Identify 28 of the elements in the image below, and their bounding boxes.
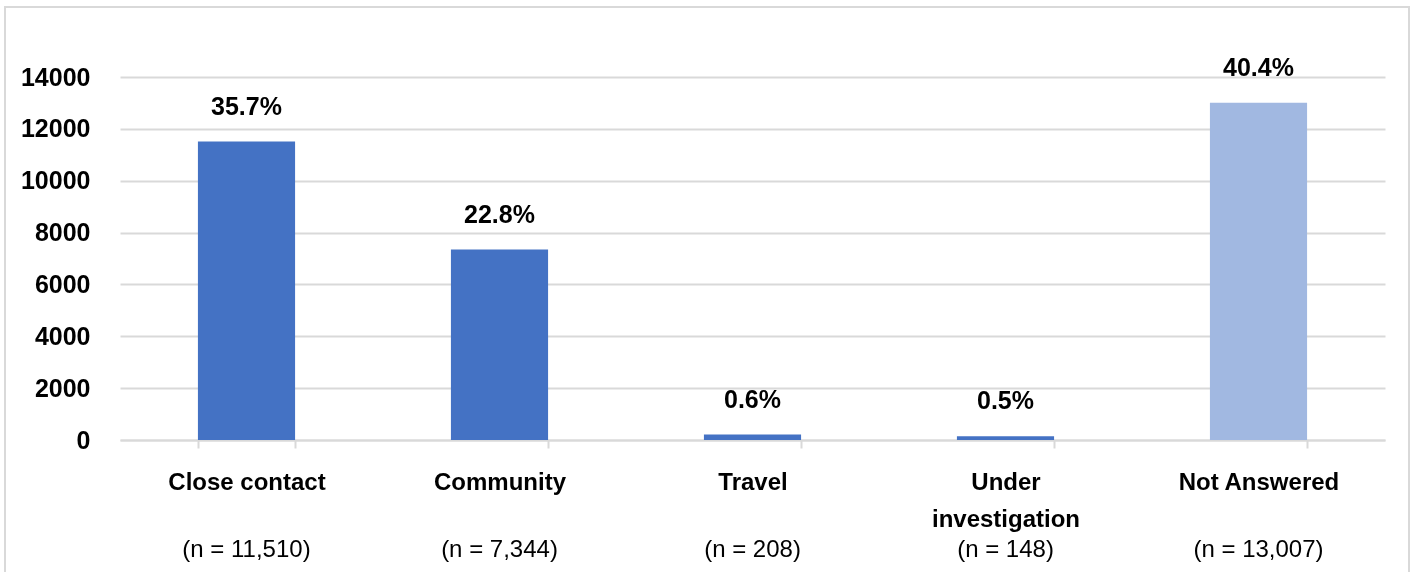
text: (n = 7,344) <box>441 535 558 562</box>
bar <box>450 249 549 440</box>
y-tick-label: 6000 <box>34 269 91 298</box>
text: (n = 13,007) <box>1193 535 1324 562</box>
text: (n = 208) <box>704 535 801 562</box>
x-tick-label: Community <box>434 467 567 495</box>
y-tick-label: 12000 <box>20 114 91 143</box>
x-tick-label: Not Answered <box>1178 467 1340 495</box>
y-tick-label: 2000 <box>34 373 91 402</box>
y-tick-label: 10000 <box>20 166 91 195</box>
annotation: 0.6% <box>724 384 781 413</box>
bar <box>1209 102 1308 440</box>
text: (n = 148) <box>957 535 1054 562</box>
bar <box>703 434 802 440</box>
annotation: 40.4% <box>1223 52 1294 81</box>
y-tick-label: 0 <box>76 425 91 454</box>
y-tick-label: 4000 <box>34 321 91 350</box>
annotation: 35.7% <box>211 91 282 120</box>
x-tick-label: Under investigation <box>931 467 1081 532</box>
x-tick-label: Close contact <box>168 467 326 495</box>
annotation: 0.5% <box>977 386 1034 415</box>
bar <box>197 141 296 440</box>
annotation: 22.8% <box>464 199 535 228</box>
y-tick-label: 14000 <box>20 62 91 91</box>
bar <box>956 436 1055 440</box>
x-tick-label: Travel <box>718 467 788 495</box>
text: (n = 11,510) <box>182 535 311 562</box>
y-tick-label: 8000 <box>34 218 91 247</box>
